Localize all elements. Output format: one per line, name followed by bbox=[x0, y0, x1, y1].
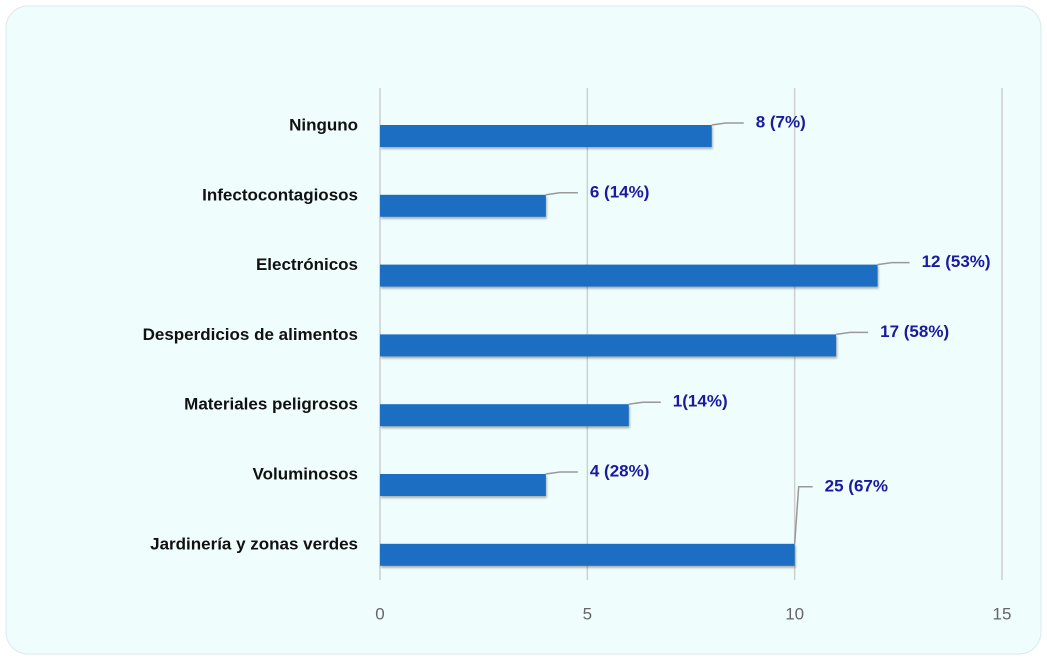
bar bbox=[380, 125, 712, 147]
chart-panel bbox=[5, 5, 1042, 655]
annotation-leader bbox=[711, 122, 744, 126]
y-tick-label: Infectocontagiosos bbox=[202, 185, 358, 204]
y-tick-label: Jardinería y zonas verdes bbox=[150, 534, 358, 553]
bar bbox=[380, 194, 546, 217]
annotation-leader bbox=[836, 331, 869, 336]
annotation: 25 (67% bbox=[825, 476, 888, 495]
bar bbox=[380, 474, 546, 496]
annotation-leader bbox=[545, 471, 578, 475]
y-tick-label: Materiales peligrosos bbox=[184, 395, 358, 414]
y-tick-label: Electrónicos bbox=[256, 255, 358, 274]
annotation-leader bbox=[628, 401, 661, 405]
annotation: 6 (14%) bbox=[590, 182, 650, 201]
annotation: 17 (58%) bbox=[880, 322, 949, 341]
bar bbox=[380, 264, 878, 287]
x-tick-label: 5 bbox=[583, 604, 592, 623]
annotation-leader bbox=[545, 192, 578, 196]
annotation: 12 (53%) bbox=[922, 252, 991, 271]
bar bbox=[380, 404, 629, 427]
bar bbox=[380, 334, 837, 357]
annotation-leader bbox=[877, 261, 910, 266]
x-tick-label: 15 bbox=[993, 604, 1012, 623]
annotation-leader bbox=[793, 486, 813, 544]
y-tick-label: Ninguno bbox=[289, 115, 358, 134]
y-tick-label: Voluminosos bbox=[253, 464, 358, 483]
bar bbox=[380, 543, 795, 566]
x-tick-label: 0 bbox=[375, 604, 384, 623]
annotation: 4 (28%) bbox=[590, 461, 650, 480]
y-tick-label: Desperdicios de alimentos bbox=[143, 325, 358, 344]
x-tick-label: 10 bbox=[785, 604, 804, 623]
annotation: 1(14%) bbox=[673, 392, 728, 411]
annotation: 8 (7%) bbox=[756, 112, 806, 131]
